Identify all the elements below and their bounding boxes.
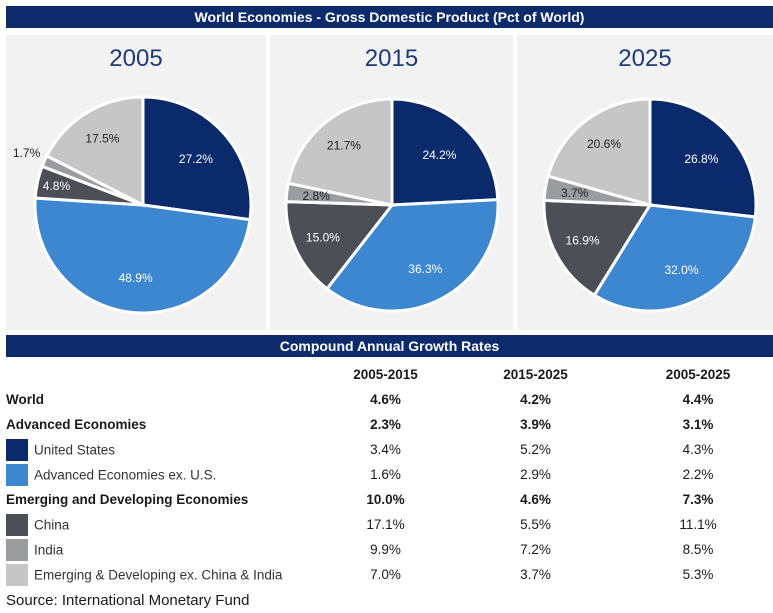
growth-table: 2005-2015 2015-2025 2005-2025 World 4.6%… — [6, 362, 773, 587]
row-value: 8.5% — [682, 542, 714, 557]
row-value: 3.1% — [682, 417, 714, 432]
pie-year-2005: 2005 — [109, 45, 163, 72]
chart-title: World Economies - Gross Domestic Product… — [6, 6, 773, 28]
growth-row-world: World 4.6% 4.2% 4.4% — [6, 387, 773, 412]
pie-slice — [648, 97, 758, 219]
growth-row-china: China 17.1% 5.5% 11.1% — [6, 512, 773, 537]
row-value: 3.9% — [520, 417, 551, 432]
pie-slice — [542, 198, 653, 298]
row-value: 2.9% — [520, 467, 551, 482]
pie-data-label: 26.8% — [684, 152, 718, 166]
row-value: 1.6% — [370, 467, 401, 482]
row-value: 7.2% — [520, 542, 551, 557]
pie-data-label: 32.0% — [664, 263, 698, 277]
row-value: 4.2% — [520, 392, 551, 407]
source-note: Source: International Monetary Fund — [6, 592, 250, 609]
pie-chart-2005: 27.2% 48.9% 4.8% 1.7% 17.5% — [13, 95, 253, 315]
growth-col-header: 2005-2025 — [665, 367, 731, 382]
row-value: 2.3% — [370, 417, 401, 432]
pie-slice — [33, 196, 252, 315]
row-label: World — [6, 392, 44, 407]
row-value: 4.6% — [370, 392, 401, 407]
row-label: India — [34, 542, 64, 557]
pie-data-label: 27.2% — [179, 152, 213, 166]
row-value: 11.1% — [679, 517, 717, 532]
row-value: 7.0% — [370, 567, 401, 582]
pie-slice — [286, 97, 394, 207]
growth-row-india: India 9.9% 7.2% 8.5% — [6, 537, 773, 562]
growth-col-header: 2005-2015 — [353, 367, 418, 382]
pie-panel-2005: 2005 27.2% 48.9% 4.8% 1.7% 17.5% — [6, 35, 266, 330]
growth-header-row: 2005-2015 2015-2025 2005-2025 — [6, 362, 773, 387]
row-value: 3.4% — [370, 442, 401, 457]
row-value: 4.6% — [520, 492, 551, 507]
legend-swatch-em-ex — [6, 563, 28, 586]
pie-data-label: 15.0% — [306, 230, 340, 244]
row-value: 5.2% — [520, 442, 551, 457]
row-value: 5.5% — [520, 517, 551, 532]
growth-row-adv-ex-us: Advanced Economies ex. U.S. 1.6% 2.9% 2.… — [6, 462, 773, 487]
pie-slice — [44, 95, 145, 208]
pie-slice — [546, 97, 652, 207]
row-label: China — [34, 517, 70, 532]
pie-data-label: 2.8% — [303, 189, 331, 203]
row-value: 3.7% — [520, 567, 551, 582]
pie-data-label: 24.2% — [422, 148, 456, 162]
row-value: 10.0% — [366, 492, 405, 507]
pie-panel-2015: 2015 24.2% 36.3% 15.0% 2.8% 21.7% — [270, 35, 513, 330]
row-value: 17.1% — [366, 517, 405, 532]
growth-col-header: 2015-2025 — [503, 367, 568, 382]
pie-slice — [141, 95, 253, 222]
legend-swatch-adv-ex-us — [6, 463, 28, 486]
row-value: 9.9% — [370, 542, 401, 557]
row-label: Emerging & Developing ex. China & India — [34, 567, 283, 582]
row-label: Emerging and Developing Economies — [6, 492, 249, 507]
row-label: Advanced Economies — [6, 417, 147, 432]
row-value: 7.3% — [682, 492, 714, 507]
pie-data-label: 4.8% — [43, 179, 71, 193]
pie-data-label: 17.5% — [85, 132, 119, 146]
pie-year-2015: 2015 — [364, 45, 419, 72]
pie-data-label: 20.6% — [587, 137, 621, 151]
pie-data-label: 1.7% — [13, 146, 41, 160]
pie-data-label: 16.9% — [566, 234, 600, 248]
growth-row-advanced: Advanced Economies 2.3% 3.9% 3.1% — [6, 412, 773, 437]
pie-panel-2025: 2025 26.8% 32.0% 16.9% 3.7% 20.6% — [517, 35, 773, 330]
pie-slice — [390, 97, 500, 207]
row-value: 4.3% — [682, 442, 714, 457]
growth-row-em-ex: Emerging & Developing ex. China & India … — [6, 562, 773, 587]
legend-swatch-china — [6, 513, 28, 536]
row-label: United States — [34, 442, 116, 457]
pie-chart-2015: 24.2% 36.3% 15.0% 2.8% 21.7% — [284, 97, 500, 313]
pie-data-label: 36.3% — [408, 262, 442, 276]
row-value: 5.3% — [682, 567, 714, 582]
growth-row-us: United States 3.4% 5.2% 4.3% — [6, 437, 773, 462]
legend-swatch-us — [6, 438, 28, 461]
row-value: 2.2% — [682, 467, 714, 482]
growth-header-blank — [6, 362, 323, 387]
growth-table-title: Compound Annual Growth Rates — [6, 335, 773, 357]
pie-data-label: 48.9% — [119, 271, 153, 285]
legend-swatch-india — [6, 538, 28, 561]
pie-slice — [284, 200, 395, 291]
pie-year-2025: 2025 — [618, 45, 672, 72]
growth-row-emerging: Emerging and Developing Economies 10.0% … — [6, 487, 773, 512]
pie-chart-2025: 26.8% 32.0% 16.9% 3.7% 20.6% — [542, 97, 758, 313]
row-label: Advanced Economies ex. U.S. — [34, 467, 217, 482]
pie-slice — [324, 198, 500, 313]
row-value: 4.4% — [682, 392, 714, 407]
pie-data-label: 3.7% — [561, 186, 589, 200]
pie-data-label: 21.7% — [327, 139, 361, 153]
